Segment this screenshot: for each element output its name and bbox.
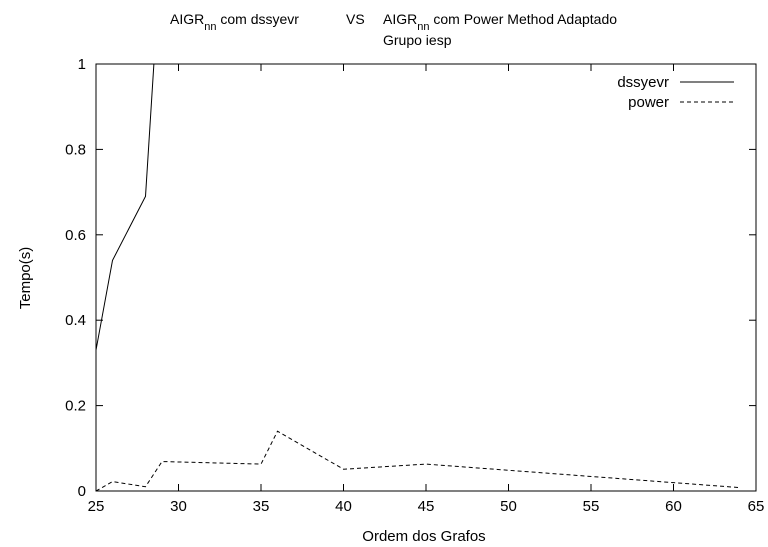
- y-tick-label: 0.4: [65, 312, 86, 329]
- x-axis-title: Ordem dos Grafos: [362, 528, 485, 545]
- legend: dssyevr power: [617, 74, 734, 111]
- x-tick-label: 30: [170, 498, 187, 515]
- x-axis: 25 30 35 40 45 50 55 60 65: [88, 64, 765, 515]
- series-line-power: [96, 430, 740, 491]
- y-axis-title: Tempo(s): [17, 247, 34, 310]
- x-tick-label: 45: [418, 498, 435, 515]
- x-tick-label: 60: [665, 498, 682, 515]
- x-tick-label: 50: [500, 498, 517, 515]
- y-tick-label: 1: [78, 56, 86, 73]
- legend-label-dssyevr: dssyevr: [617, 74, 669, 91]
- y-tick-label: 0.6: [65, 227, 86, 244]
- y-axis: 0 0.2 0.4 0.6 0.8 1: [65, 56, 756, 500]
- chart-title-part1: AIGRnn com dssyevr: [170, 11, 299, 33]
- x-tick-label: 40: [335, 498, 352, 515]
- y-tick-label: 0: [78, 483, 86, 500]
- chart-title-part2: AIGRnn com Power Method Adaptado: [383, 11, 617, 33]
- chart-subtitle: Grupo iesp: [383, 32, 452, 48]
- plot-frame: [95, 63, 757, 492]
- chart-title-vs: VS: [346, 11, 365, 27]
- x-tick-label: 25: [88, 498, 105, 515]
- legend-label-power: power: [628, 94, 669, 111]
- x-tick-label: 65: [748, 498, 765, 515]
- series-layer: [96, 64, 740, 491]
- y-tick-label: 0.2: [65, 398, 86, 415]
- series-line-dssyevr: [96, 64, 155, 351]
- y-tick-label: 0.8: [65, 141, 86, 158]
- x-tick-label: 35: [253, 498, 270, 515]
- x-tick-label: 55: [583, 498, 600, 515]
